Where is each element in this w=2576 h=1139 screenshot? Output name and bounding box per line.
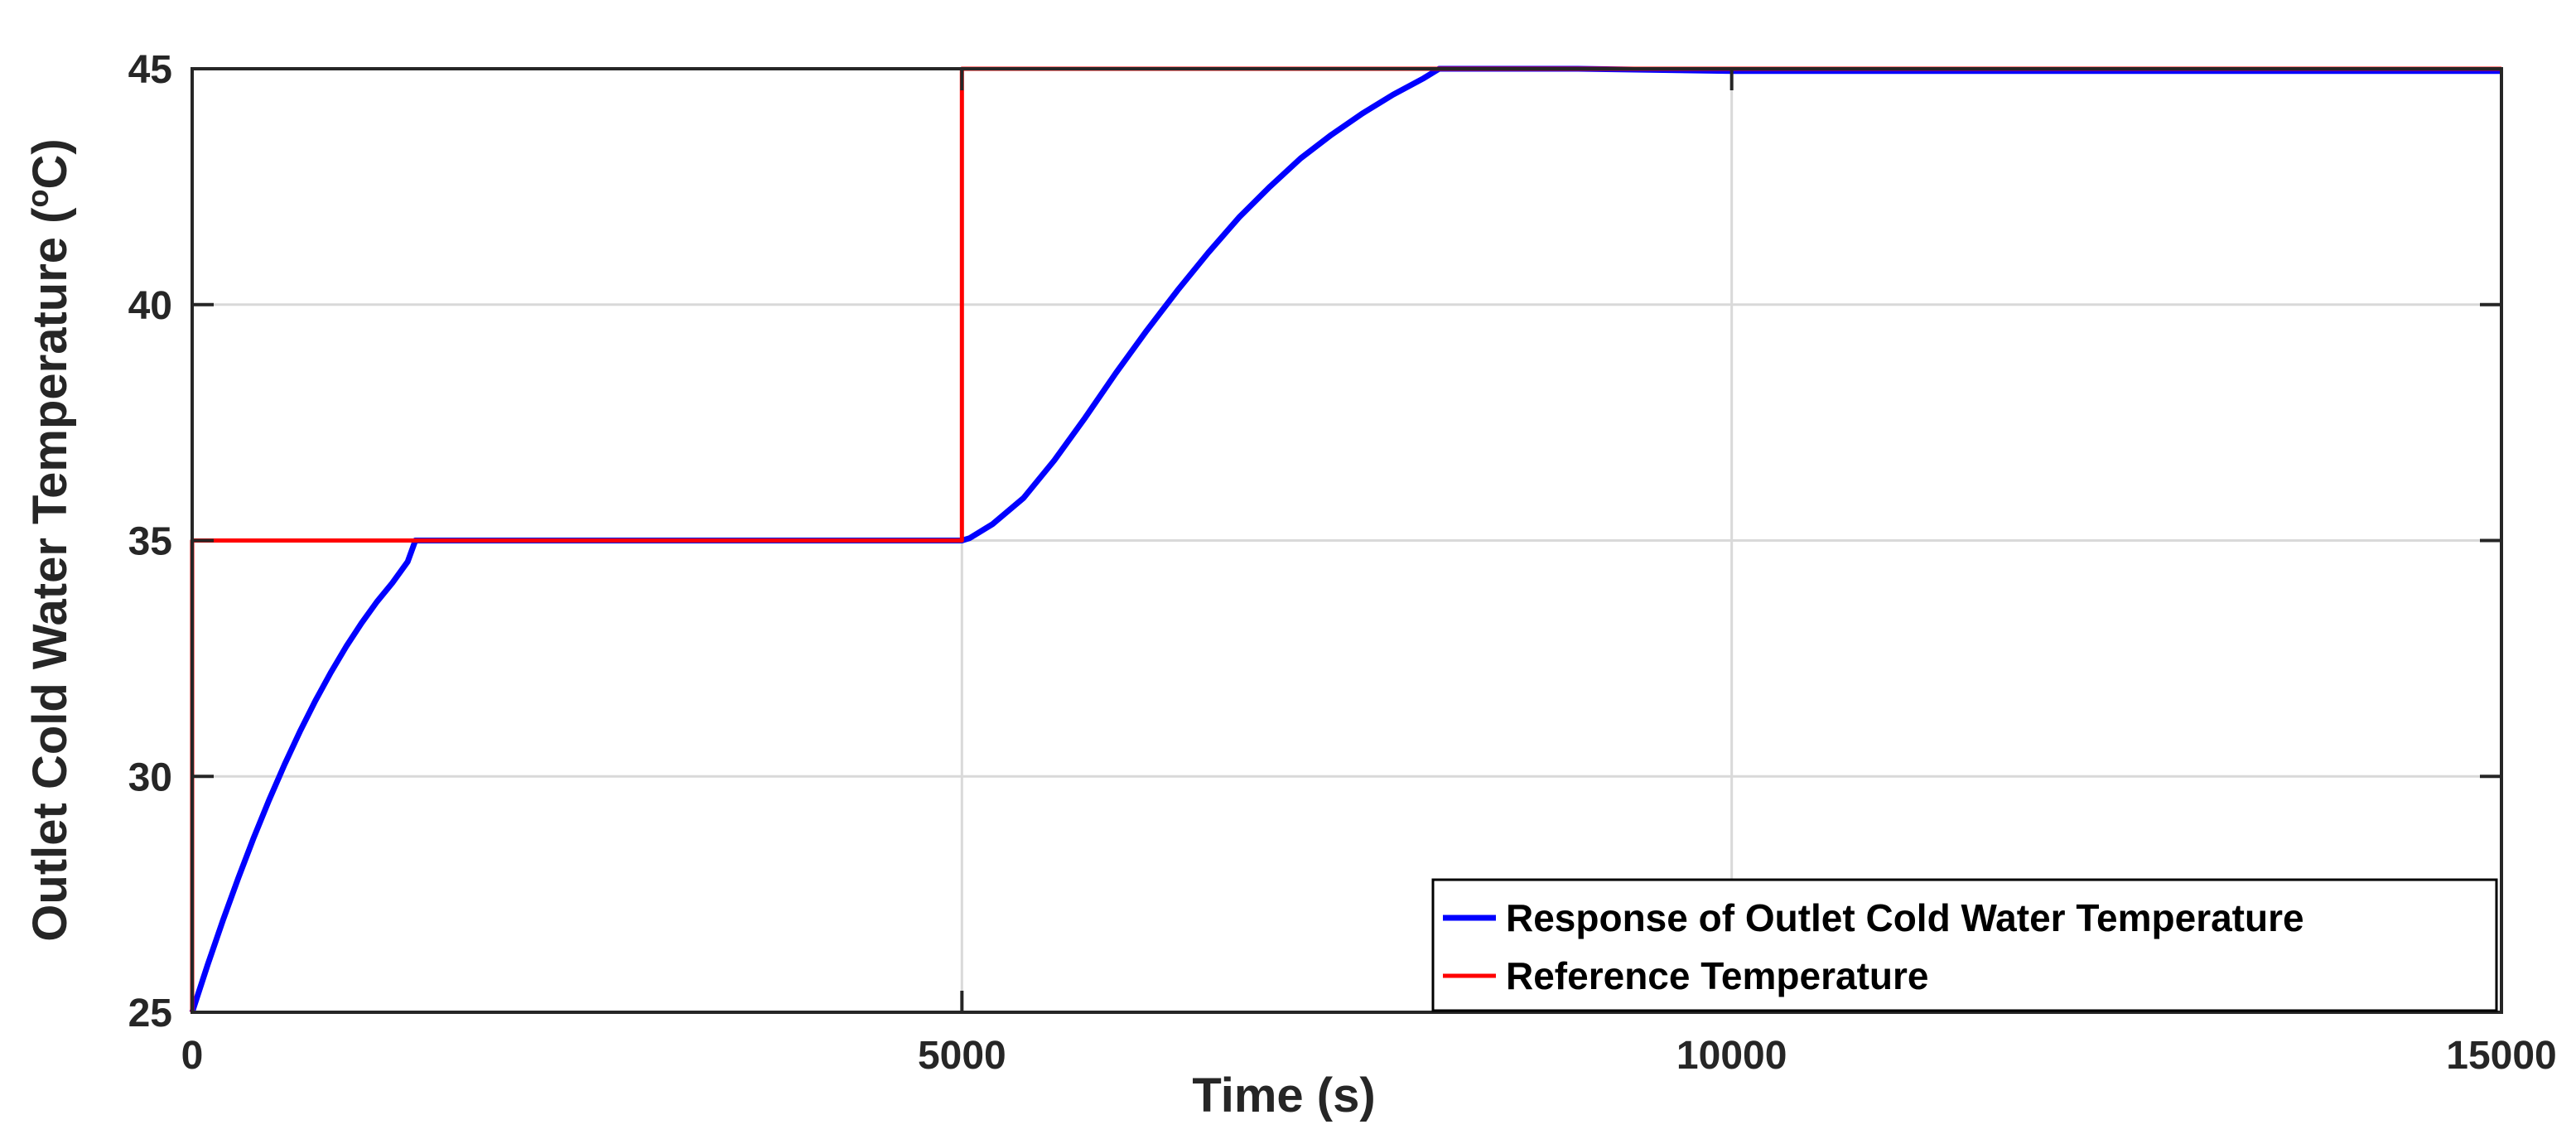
y-tick-label: 30 [128, 755, 172, 799]
x-tick-label: 10000 [1676, 1034, 1787, 1078]
y-tick-labels: 25 30 35 40 45 [128, 48, 172, 1035]
axis-ticks [191, 67, 2503, 1014]
y-tick-label: 25 [128, 992, 172, 1035]
y-axis-label-degree: o [21, 190, 55, 208]
legend: Response of Outlet Cold Water Temperatur… [1431, 878, 2498, 1012]
x-tick-label: 0 [181, 1034, 204, 1078]
legend-box [1431, 878, 2498, 1012]
y-axis-label-unit: C) [23, 138, 77, 189]
legend-label-response: Response of Outlet Cold Water Temperatur… [1506, 896, 2304, 939]
y-tick-label: 45 [128, 48, 172, 92]
x-tick-label: 5000 [918, 1034, 1006, 1078]
legend-label-reference: Reference Temperature [1506, 954, 1928, 997]
x-axis-label: Time (s) [1192, 1069, 1375, 1122]
y-tick-label: 40 [128, 284, 172, 328]
x-tick-labels: 0 5000 10000 15000 [181, 1034, 2557, 1078]
x-tick-label: 15000 [2446, 1034, 2556, 1078]
y-axis-label-main: Outlet Cold Water Temperature ( [23, 207, 77, 942]
y-tick-label: 35 [128, 520, 172, 564]
y-axis-label: Outlet Cold Water Temperature (oC) [21, 138, 77, 941]
